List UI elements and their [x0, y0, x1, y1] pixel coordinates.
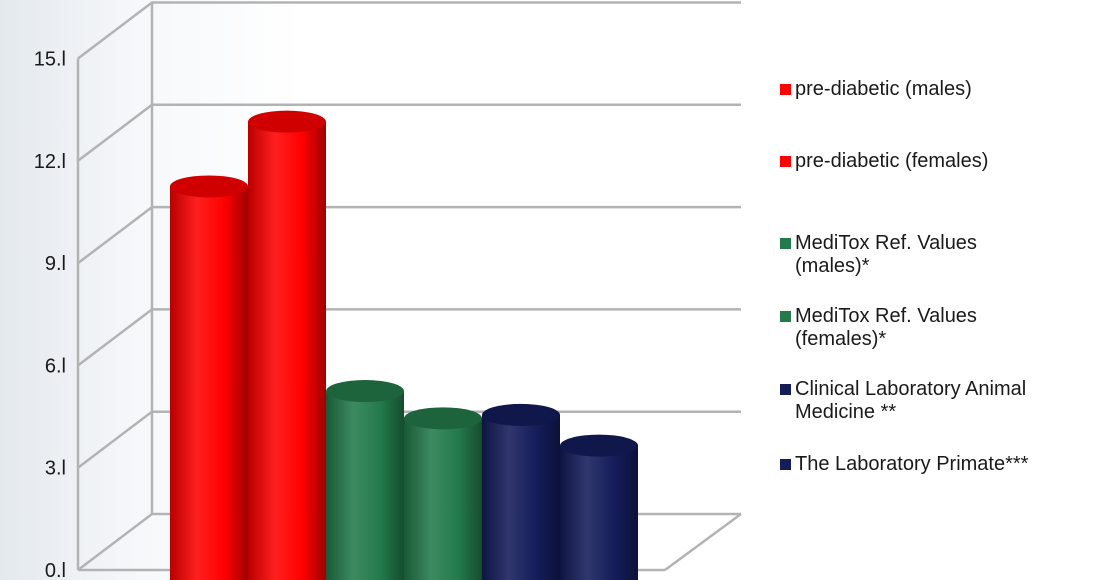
bar-body: [560, 445, 638, 580]
bar-top: [248, 110, 326, 133]
legend-label: pre-diabetic (females): [795, 150, 1117, 173]
legend-item: pre-diabetic (females): [780, 150, 1118, 173]
y-tick-label: 12.l: [34, 151, 66, 173]
y-tick-label: 3.l: [45, 458, 66, 480]
bar-body: [482, 414, 560, 580]
bar-top: [404, 407, 482, 430]
y-tick-label: 9.l: [45, 253, 66, 275]
legend-label-line: Medicine **: [795, 401, 897, 423]
legend-swatch: [780, 311, 791, 322]
legend-item: MediTox Ref. Values (females)*: [780, 305, 1118, 351]
y-tick-label: 15.l: [34, 49, 66, 71]
gridline: [77, 103, 741, 162]
bar-body: [248, 121, 326, 580]
legend-label-line: The Laboratory Primate***: [795, 453, 1029, 475]
legend-swatch: [780, 238, 791, 249]
legend-swatch: [780, 459, 791, 470]
floor-right-edge: [664, 512, 742, 572]
bar-top: [482, 403, 560, 426]
bars: [170, 110, 638, 580]
legend-label: MediTox Ref. Values (females)*: [795, 305, 1117, 351]
bar: [248, 110, 326, 580]
legend-label: Clinical Laboratory Animal Medicine **: [795, 378, 1117, 424]
bar-body: [404, 418, 482, 580]
y-axis-ticks: 0.l 3.l 6.l 9.l 12.l 15.l: [34, 49, 66, 580]
legend-label: MediTox Ref. Values (males)*: [795, 232, 1117, 278]
gridline: [77, 1, 741, 60]
legend: pre-diabetic (males) pre-diabetic (female…: [780, 0, 1118, 580]
gridline: [77, 205, 741, 265]
legend-label-line: pre-diabetic (males): [795, 78, 972, 100]
bar-top: [170, 175, 248, 198]
gridline: [77, 308, 741, 367]
legend-swatch: [780, 84, 791, 95]
bar: [170, 175, 248, 580]
legend-label: pre-diabetic (males): [795, 78, 1117, 101]
legend-item: Clinical Laboratory Animal Medicine **: [780, 378, 1118, 424]
bar: [326, 380, 404, 580]
legend-label-line: MediTox Ref. Values: [795, 305, 977, 327]
bar: [560, 434, 638, 580]
bar-body: [170, 186, 248, 580]
legend-item: pre-diabetic (males): [780, 78, 1118, 101]
bar: [404, 407, 482, 580]
legend-label-line: MediTox Ref. Values: [795, 232, 977, 254]
legend-label-line: (females)*: [795, 328, 887, 350]
legend-label-line: Clinical Laboratory Animal: [795, 378, 1027, 400]
legend-swatch: [780, 384, 791, 395]
legend-label-line: (males)*: [795, 255, 870, 277]
legend-label: The Laboratory Primate***: [795, 453, 1117, 476]
legend-item: MediTox Ref. Values (males)*: [780, 232, 1118, 278]
legend-item: The Laboratory Primate***: [780, 453, 1118, 476]
bar: [482, 403, 560, 580]
bar-body: [326, 391, 404, 580]
y-tick-label: 6.l: [45, 355, 66, 377]
y-tick-label: 0.l: [45, 560, 66, 580]
gridlines: [77, 1, 741, 571]
legend-swatch: [780, 156, 791, 167]
bar-top: [326, 380, 404, 403]
bar-top: [560, 434, 638, 457]
legend-label-line: pre-diabetic (females): [795, 150, 989, 172]
